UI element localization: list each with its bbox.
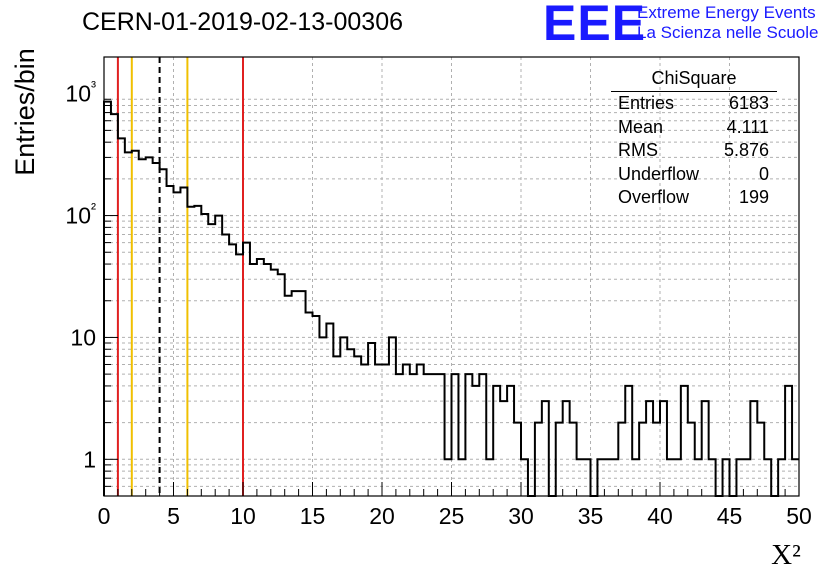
logo-caption-2: La Scienza nelle Scuole [637,23,819,42]
x-axis-label: X² [771,539,801,571]
x-tick-label: 5 [167,503,180,529]
stats-box: ChiSquare Entries 6183 Mean 4.111 RMS 5.… [611,65,777,207]
x-tick-label: 0 [98,503,111,529]
y-tick-label: 10 [70,324,96,350]
stats-value: 6183 [728,93,769,113]
stats-row-mean: Mean 4.111 [611,116,777,140]
stats-label: Mean [618,116,664,137]
x-tick-label: 20 [369,503,395,529]
page-title: CERN-01-2019-02-13-00306 [82,8,404,36]
x-tick-label: 25 [439,503,465,529]
eee-logo: EEE [543,0,647,51]
stats-title: ChiSquare [611,65,777,92]
y-tick-label: 10² [65,201,96,229]
y-axis-label: Entries/bin [10,48,40,176]
y-tick-label: 10³ [65,79,96,107]
y-tick-labels: 1 10 10² 10³ [65,79,96,473]
stats-label: Entries [618,93,675,113]
stats-row-entries: Entries 6183 [611,92,777,116]
x-tick-label: 15 [300,503,326,529]
stats-label: Underflow [618,163,700,184]
axis-ticks [103,98,800,497]
x-tick-label: 35 [578,503,604,529]
stats-row-underflow: Underflow 0 [611,163,777,187]
marker-lines [116,57,244,496]
stats-label: RMS [618,140,658,160]
x-tick-label: 30 [508,503,534,529]
logo-caption-1: Extreme Energy Events [637,3,816,22]
grid-lines [103,57,800,497]
x-tick-label: 50 [786,503,812,529]
stats-value: 4.111 [726,116,769,137]
stats-label: Overflow [618,187,690,207]
x-tick-label: 40 [647,503,673,529]
stats-row-rms: RMS 5.876 [611,139,777,163]
y-tick-label: 1 [83,446,96,472]
x-tick-label: 10 [230,503,256,529]
x-tick-label: 45 [717,503,743,529]
stats-value: 199 [738,187,769,207]
stats-value: 5.876 [723,140,769,160]
histogram-outline [103,100,799,497]
x-tick-labels: 0 5 10 15 20 25 30 35 40 45 50 [98,503,812,529]
stats-value: 0 [758,163,769,184]
stats-row-overflow: Overflow 199 [611,186,777,210]
